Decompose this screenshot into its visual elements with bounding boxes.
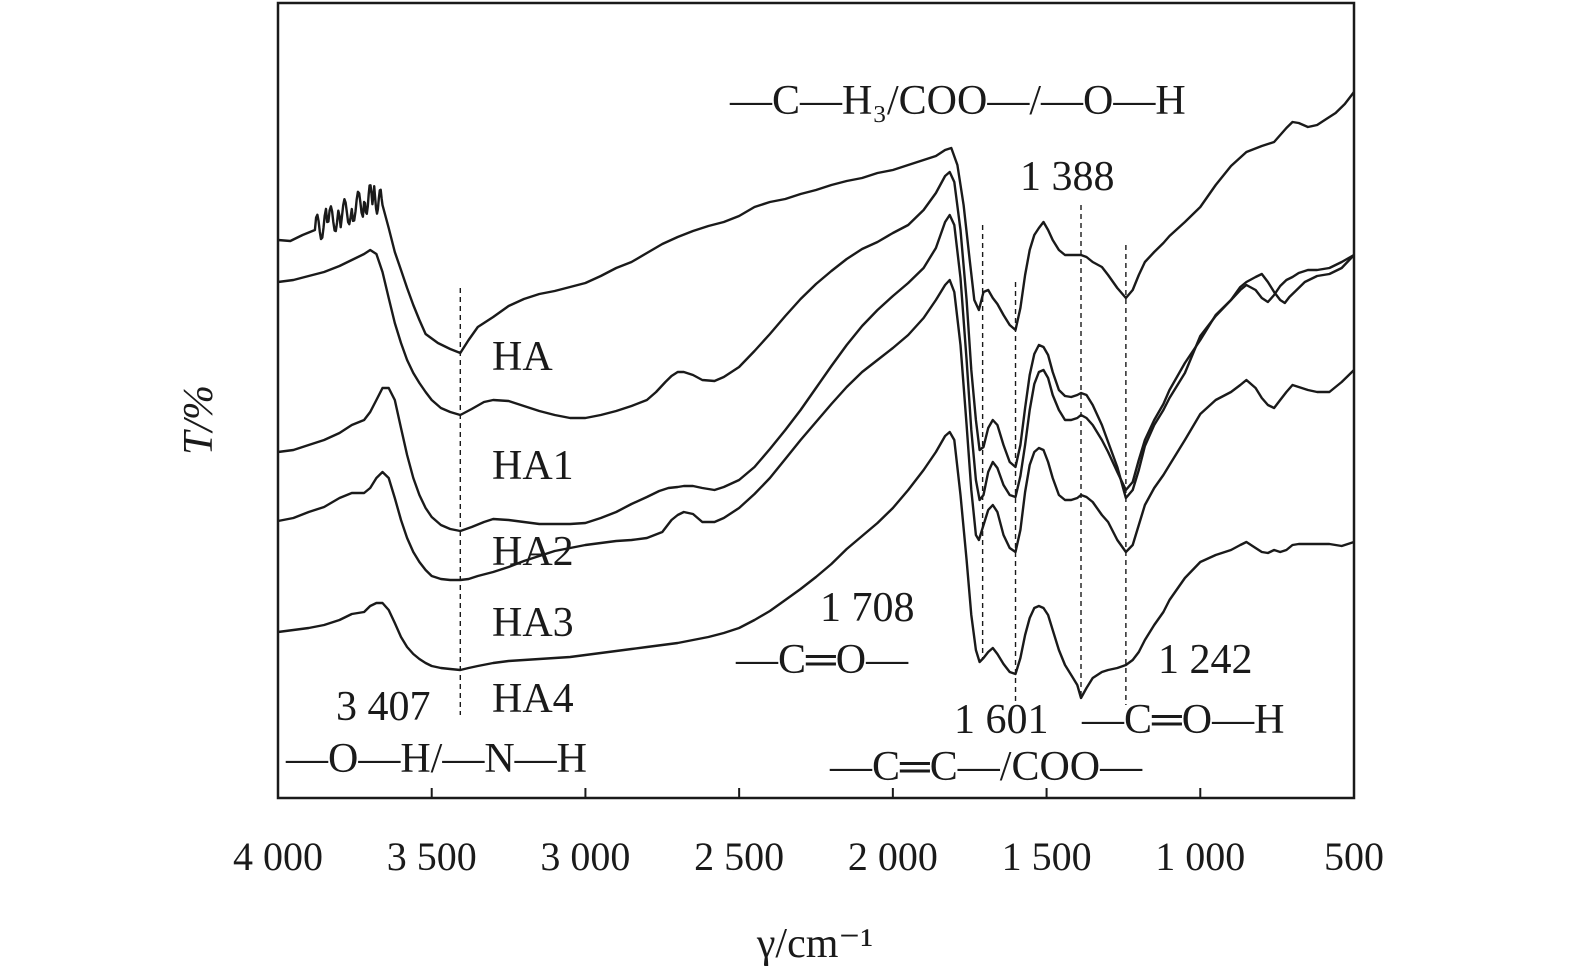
plot-frame bbox=[276, 1, 1356, 800]
series-label-ha3: HA3 bbox=[492, 600, 574, 646]
x-tick-label-2000: 2 000 bbox=[848, 834, 938, 879]
series-label-ha1: HA1 bbox=[492, 443, 574, 489]
series-line-ha4 bbox=[277, 430, 1355, 700]
annotation-oh-nh-group: —O—H/—N—H bbox=[285, 736, 587, 782]
annotation-1388-value: 1 388 bbox=[1020, 154, 1115, 200]
series-label-ha2: HA2 bbox=[492, 529, 574, 575]
series-label-ha4: HA4 bbox=[492, 676, 574, 722]
series-line-ha3 bbox=[277, 213, 1355, 533]
series-line-ha2 bbox=[277, 278, 1355, 582]
annotation-3407-value: 3 407 bbox=[336, 684, 431, 730]
x-tick-label-2500: 2 500 bbox=[694, 834, 784, 879]
x-tick-label-3500: 3 500 bbox=[387, 834, 477, 879]
x-axis-title: γ/cm⁻¹ bbox=[756, 921, 873, 967]
series-line-ha1 bbox=[277, 170, 1355, 500]
annotation-coh-group: —C═O—H bbox=[1081, 697, 1284, 743]
x-tick-label-1000: 1 000 bbox=[1155, 834, 1245, 879]
series-group bbox=[277, 91, 1355, 700]
y-axis-title: T/% bbox=[176, 385, 222, 455]
annotation-cc-coo-group: —C═C—/COO— bbox=[829, 744, 1143, 790]
annotation-co-group: —C═O— bbox=[735, 637, 909, 683]
x-tick-label-4000: 4 000 bbox=[233, 834, 323, 879]
x-tick-label-3000: 3 000 bbox=[540, 834, 630, 879]
x-tick-label-500: 500 bbox=[1324, 834, 1384, 879]
x-tick-label-1500: 1 500 bbox=[1002, 834, 1092, 879]
series-line-ha bbox=[277, 91, 1355, 355]
annotation-1601-value: 1 601 bbox=[954, 697, 1049, 743]
annotation-1242-value: 1 242 bbox=[1158, 637, 1253, 683]
x-ticks: 4 000 3 500 3 000 2 500 2 000 1 500 1 000 500 bbox=[233, 788, 1384, 879]
series-label-ha: HA bbox=[492, 334, 553, 380]
annotation-ch3-coo-oh-group: —C—H₃/COO—/—O—H bbox=[729, 78, 1186, 124]
annotation-1708-value: 1 708 bbox=[820, 585, 915, 631]
